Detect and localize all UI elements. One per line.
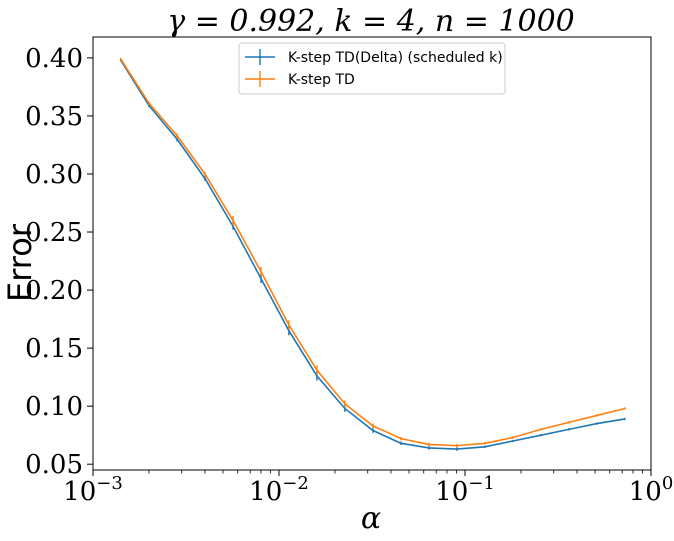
plot-frame bbox=[92, 36, 652, 471]
tick-layer: 0.05 0.10 0.15 0.20 0.25 0.30 0.35 0.40 10−3 10−2… bbox=[25, 44, 673, 507]
series-layer bbox=[120, 57, 626, 451]
chart-title: γ = 0.992, k = 4, n = 1000 bbox=[167, 4, 575, 39]
legend-box bbox=[238, 42, 506, 95]
x-tick-label-2: 10−1 bbox=[435, 473, 495, 507]
y-tick-label-5: 0.30 bbox=[25, 160, 83, 190]
y-tick-label-4: 0.25 bbox=[25, 218, 83, 248]
legend-label-1: K-step TD bbox=[288, 72, 355, 88]
y-axis-label: Error bbox=[1, 223, 39, 302]
y-tick-label-2: 0.15 bbox=[25, 334, 83, 364]
legend: K-step TD(Delta) (scheduled k) K-step TD bbox=[238, 42, 506, 95]
x-tick-label-0: 10−3 bbox=[63, 473, 123, 507]
y-tick-label-0: 0.05 bbox=[25, 450, 83, 480]
y-tick-label-7: 0.40 bbox=[25, 44, 83, 74]
x-tick-label-1: 10−2 bbox=[249, 473, 309, 507]
legend-label-0: K-step TD(Delta) (scheduled k) bbox=[288, 50, 503, 66]
series-line-1 bbox=[120, 58, 626, 447]
y-tick-label-3: 0.20 bbox=[25, 276, 83, 306]
series-line-0 bbox=[120, 59, 626, 450]
x-axis-label: α bbox=[361, 501, 381, 536]
x-tick-label-3: 100 bbox=[629, 473, 674, 507]
y-tick-label-6: 0.35 bbox=[25, 102, 83, 132]
y-tick-label-1: 0.10 bbox=[25, 392, 83, 422]
